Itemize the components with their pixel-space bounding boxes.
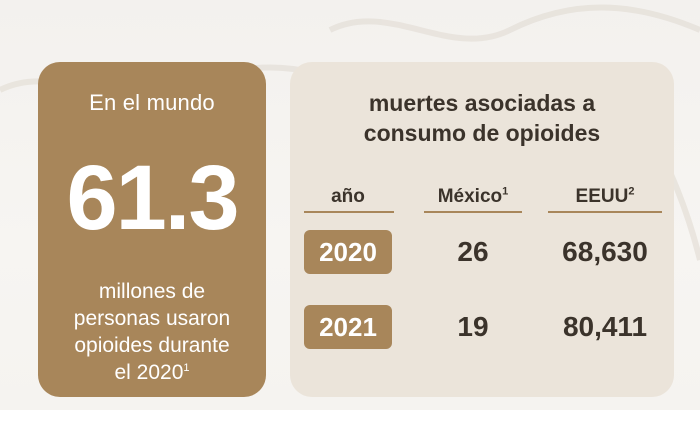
table-cell-mexico: 19 [457, 311, 489, 342]
year-badge: 2021 [304, 305, 392, 349]
description-line-last: el 20201 [44, 359, 260, 386]
bottom-strip [0, 410, 700, 438]
deaths-table-title: muertes asociadas a consumo de opioides [310, 88, 654, 148]
description-line: opioides durante [74, 334, 230, 357]
table-cell-usa: 68,630 [562, 236, 648, 267]
column-header-usa-text: EEUU [575, 186, 629, 207]
description-line: personas usaron [73, 307, 231, 330]
footnote-mark: 2 [628, 185, 635, 198]
world-stat-description: millones de personas usaron opioides dur… [44, 278, 260, 386]
world-stat-heading: En el mundo [89, 90, 215, 115]
column-header-year: año [331, 186, 365, 207]
table-cell-usa: 80,411 [562, 311, 648, 342]
column-header-mexico: México1 [424, 186, 522, 208]
title-line: consumo de opioides [363, 120, 601, 146]
footnote-mark: 1 [183, 362, 190, 374]
column-header-mexico-text: México [437, 186, 503, 207]
table-cell-mexico: 26 [457, 236, 489, 267]
world-stat-card: En el mundo 61.3 millones de personas us… [38, 62, 266, 397]
column-divider [424, 211, 522, 213]
footnote-mark: 1 [502, 185, 509, 198]
description-line: millones de [98, 280, 206, 303]
year-badge: 2020 [304, 230, 392, 274]
column-header-usa: EEUU2 [550, 186, 660, 208]
column-divider [548, 211, 662, 213]
deaths-table-card: muertes asociadas a consumo de opioides … [290, 62, 674, 397]
description-last-text: el 2020 [114, 361, 184, 384]
world-stat-number: 61.3 [66, 147, 239, 249]
column-divider [304, 211, 394, 213]
title-line: muertes asociadas a [368, 90, 596, 116]
